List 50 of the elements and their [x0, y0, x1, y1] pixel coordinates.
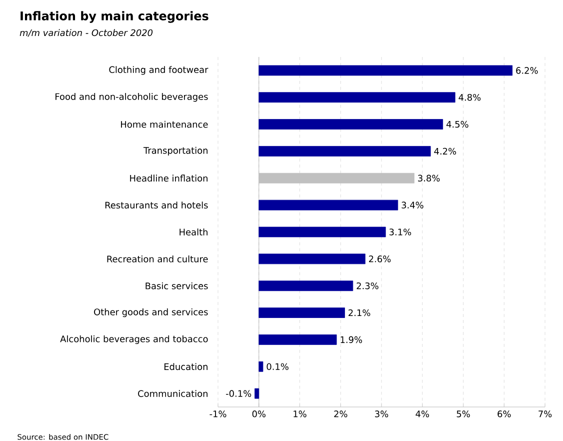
data-label: 3.4% [402, 202, 424, 208]
x-tick-label: 0% [252, 410, 266, 418]
y-tick-label: Recreation and culture [107, 255, 208, 262]
data-label: 4.8% [458, 94, 481, 101]
bar [258, 280, 354, 292]
data-label: 4.2% [434, 148, 456, 155]
y-tick-label: Restaurants and hotels [105, 202, 208, 209]
y-tick-label: Other goods and services [94, 308, 208, 318]
y-tick-label: Basic services [146, 282, 208, 290]
data-label: 3.8% [418, 174, 440, 182]
data-label: 0.1% [266, 363, 288, 370]
y-tick-label: Communication [138, 390, 208, 397]
bar [258, 172, 414, 184]
data-label: 4.5% [446, 120, 468, 128]
data-label: 6.2% [516, 67, 538, 74]
y-tick-label: Education [164, 363, 208, 370]
data-label: 2.1% [348, 309, 370, 316]
bar [258, 361, 264, 372]
y-tick-label: Health [180, 228, 208, 236]
x-tick-label: 2% [334, 410, 348, 418]
bar [258, 146, 431, 156]
data-label: 2.3% [356, 282, 378, 290]
bar [258, 226, 386, 238]
bar [258, 65, 513, 76]
bar [258, 200, 398, 210]
data-label: 1.9% [340, 336, 362, 344]
data-label: -0.1% [226, 390, 252, 397]
bar [258, 334, 337, 345]
y-tick-label: Clothing and footwear [109, 66, 208, 75]
bar [258, 254, 366, 264]
bar [258, 119, 444, 130]
x-tick-label: 6% [498, 410, 511, 418]
data-label: 2.6% [369, 256, 391, 262]
x-tick-label: 3% [375, 410, 388, 418]
y-tick-label: Alcoholic beverages and tobacco [60, 335, 208, 344]
x-tick-label: 1% [294, 410, 306, 418]
y-tick-label: Headline inflation [130, 174, 208, 182]
x-tick-label: 5% [456, 410, 470, 418]
x-tick-label: 7% [538, 410, 552, 418]
y-tick-label: Home maintenance [121, 120, 208, 128]
data-label: 3.1% [389, 228, 412, 236]
y-tick-label: Transportation [143, 146, 208, 156]
y-tick-label: Food and non-alcoholic beverages [56, 93, 208, 102]
text: m/m variation - October 2020 [20, 29, 153, 37]
x-tick-label: -1% [210, 410, 226, 418]
bar [258, 92, 456, 103]
x-tick-label: 4% [416, 410, 429, 418]
bar [254, 388, 260, 399]
bar [258, 308, 345, 318]
text: Inflation by main categories [20, 11, 208, 23]
